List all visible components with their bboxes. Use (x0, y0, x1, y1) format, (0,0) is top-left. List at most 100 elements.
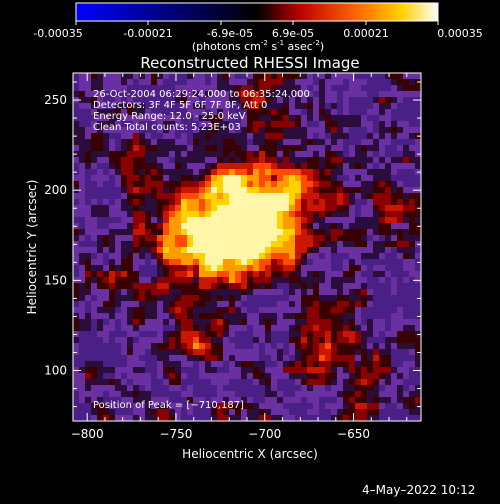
image-pixel (181, 73, 188, 80)
image-pixel (97, 241, 104, 248)
image-pixel (193, 169, 200, 176)
image-pixel (319, 175, 326, 182)
image-pixel (283, 175, 290, 182)
image-pixel (379, 223, 386, 230)
image-pixel (133, 301, 140, 308)
image-pixel (151, 301, 158, 308)
image-pixel (295, 409, 302, 416)
image-pixel (151, 355, 158, 362)
image-pixel (277, 79, 284, 86)
image-pixel (337, 157, 344, 164)
image-pixel (103, 355, 110, 362)
image-pixel (325, 283, 332, 290)
image-pixel (115, 337, 122, 344)
image-pixel (145, 163, 152, 170)
image-pixel (295, 73, 302, 80)
image-pixel (397, 133, 404, 140)
image-pixel (235, 229, 242, 236)
image-pixel (169, 187, 176, 194)
image-pixel (325, 169, 332, 176)
image-pixel (127, 295, 134, 302)
image-pixel (259, 157, 266, 164)
image-pixel (181, 319, 188, 326)
image-pixel (157, 175, 164, 182)
image-pixel (283, 127, 290, 134)
image-pixel (247, 331, 254, 338)
image-pixel (139, 373, 146, 380)
image-pixel (151, 109, 158, 116)
image-pixel (361, 109, 368, 116)
image-pixel (103, 199, 110, 206)
image-pixel (373, 415, 380, 421)
image-pixel (151, 217, 158, 224)
image-pixel (121, 157, 128, 164)
image-pixel (397, 331, 404, 338)
image-pixel (109, 235, 116, 242)
image-pixel (187, 199, 194, 206)
image-pixel (163, 79, 170, 86)
image-pixel (253, 79, 260, 86)
peak-position-label: Position of Peak = [−710,187] (93, 400, 244, 411)
image-pixel (211, 73, 218, 80)
image-pixel (187, 343, 194, 350)
image-pixel (313, 277, 320, 284)
image-pixel (325, 325, 332, 332)
image-pixel (73, 355, 80, 362)
image-pixel (349, 103, 356, 110)
image-pixel (169, 145, 176, 152)
image-pixel (115, 415, 122, 421)
image-pixel (397, 319, 404, 326)
image-pixel (295, 217, 302, 224)
image-pixel (199, 319, 206, 326)
image-pixel (385, 313, 392, 320)
image-pixel (211, 277, 218, 284)
image-pixel (367, 145, 374, 152)
image-pixel (403, 169, 410, 176)
image-pixel (343, 163, 350, 170)
image-pixel (301, 247, 308, 254)
image-pixel (133, 343, 140, 350)
image-pixel (91, 391, 98, 398)
image-pixel (247, 385, 254, 392)
image-pixel (97, 121, 104, 128)
image-pixel (301, 181, 308, 188)
image-pixel (139, 145, 146, 152)
info-block: 26-Oct-2004 06:29:24.000 to 06:35:24.000… (93, 89, 310, 133)
image-pixel (259, 205, 266, 212)
image-pixel (199, 415, 206, 421)
image-pixel (109, 349, 116, 356)
image-pixel (169, 151, 176, 158)
image-pixel (355, 325, 362, 332)
image-pixel (331, 403, 338, 410)
image-pixel (313, 121, 320, 128)
image-pixel (115, 175, 122, 182)
image-pixel (109, 181, 116, 188)
image-pixel (187, 403, 194, 410)
image-pixel (235, 133, 242, 140)
image-pixel (97, 355, 104, 362)
image-pixel (217, 379, 224, 386)
image-pixel (145, 253, 152, 260)
image-pixel (325, 259, 332, 266)
image-pixel (283, 307, 290, 314)
image-pixel (91, 277, 98, 284)
image-pixel (217, 355, 224, 362)
image-pixel (325, 235, 332, 242)
image-pixel (157, 163, 164, 170)
image-pixel (409, 79, 416, 86)
image-pixel (133, 295, 140, 302)
image-pixel (211, 163, 218, 170)
image-pixel (301, 127, 308, 134)
image-pixel (283, 229, 290, 236)
image-pixel (103, 337, 110, 344)
image-pixel (199, 373, 206, 380)
image-pixel (295, 337, 302, 344)
image-pixel (385, 355, 392, 362)
image-pixel (253, 151, 260, 158)
image-pixel (187, 133, 194, 140)
image-pixel (295, 211, 302, 218)
image-pixel (253, 253, 260, 260)
image-pixel (253, 313, 260, 320)
image-pixel (259, 301, 266, 308)
image-pixel (295, 259, 302, 266)
